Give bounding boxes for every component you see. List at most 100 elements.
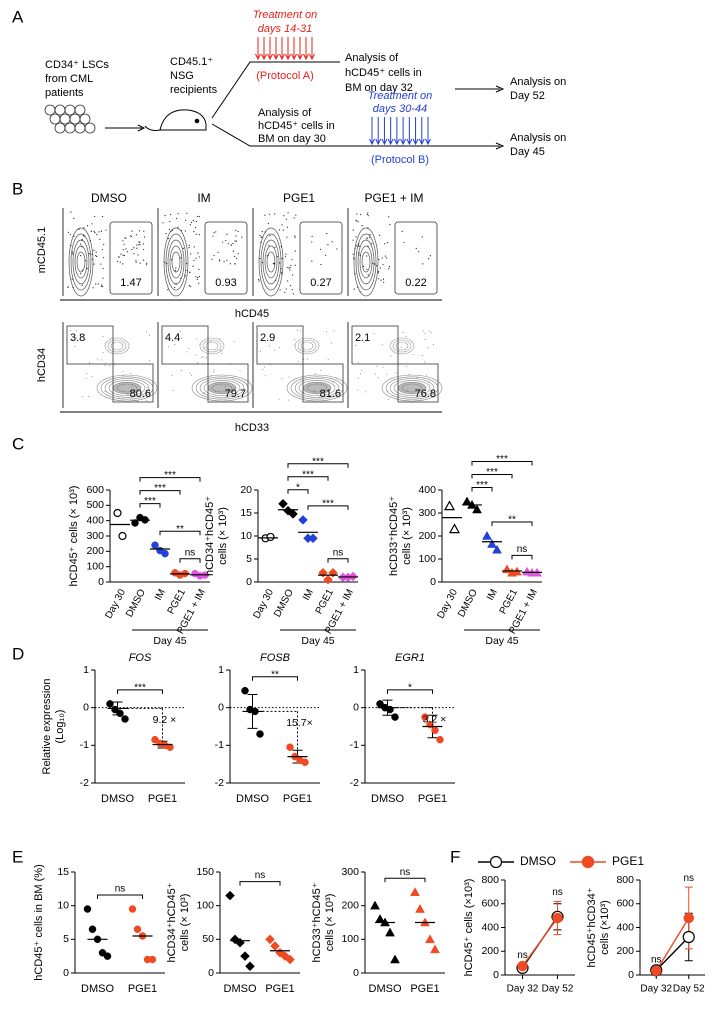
event-dot <box>283 215 285 217</box>
treatment-text: days 30-44 <box>373 103 427 115</box>
event-dot <box>281 224 283 226</box>
y-axis-label: hCD34⁺hCD45⁺ <box>166 882 178 962</box>
event-dot <box>367 227 369 229</box>
event-dot <box>181 369 183 371</box>
event-dot <box>395 372 397 374</box>
data-point <box>131 519 139 527</box>
data-point <box>517 960 528 972</box>
data-point <box>133 925 142 933</box>
event-dot <box>293 217 295 219</box>
y-tick-label: 1 <box>353 664 359 676</box>
event-dot <box>264 366 266 368</box>
event-dot <box>210 375 212 377</box>
density-contour <box>68 227 94 297</box>
event-dot <box>384 255 386 257</box>
event-dot <box>101 284 103 286</box>
y-tick-label: 0 <box>628 969 634 981</box>
density-contour <box>171 251 181 273</box>
condition-label: DMSO <box>91 191 127 205</box>
significance-label: ns <box>651 955 662 966</box>
node-text: patients <box>45 87 84 99</box>
significance-label: *** <box>476 480 488 491</box>
event-dot <box>264 214 266 216</box>
x-tick-label: Day 30 <box>435 587 460 621</box>
gate <box>207 363 249 403</box>
event-dot <box>191 375 193 377</box>
event-dot <box>218 260 221 262</box>
event-dot <box>294 264 296 266</box>
event-dot <box>146 387 148 389</box>
treatment-arrow-head <box>418 138 425 146</box>
node-text: hCD45⁺ cells in <box>258 120 335 132</box>
event-dot <box>195 276 197 278</box>
data-point <box>270 941 280 951</box>
significance-bracket <box>471 461 533 466</box>
density-contour <box>199 378 245 398</box>
protocol-text: (Protocol A) <box>256 70 313 82</box>
event-dot <box>135 234 137 236</box>
event-dot <box>189 271 191 273</box>
event-dot <box>381 257 383 259</box>
significance-label: *** <box>486 467 498 478</box>
event-dot <box>192 265 194 267</box>
event-dot <box>386 257 388 259</box>
fold-label: 15.7× <box>286 717 313 729</box>
event-dot <box>71 278 73 280</box>
cell <box>59 113 71 125</box>
event-dot <box>228 389 230 391</box>
event-dot <box>226 233 228 235</box>
event-dot <box>286 266 288 269</box>
event-dot <box>281 273 283 275</box>
event-dot <box>149 334 151 336</box>
event-dot <box>136 247 138 249</box>
data-point <box>421 713 429 721</box>
event-dot <box>98 231 100 233</box>
event-dot <box>122 263 124 265</box>
event-dot <box>234 263 236 265</box>
event-dot <box>195 220 197 223</box>
axis-label: hCD45 <box>235 308 269 320</box>
event-dot <box>319 248 322 250</box>
significance-bracket <box>139 503 161 508</box>
event-dot <box>86 267 88 270</box>
event-dot <box>81 269 83 271</box>
data-point <box>430 944 440 954</box>
cell <box>64 104 76 116</box>
density-contour <box>163 227 189 297</box>
event-dot <box>186 351 188 353</box>
panel-label: B <box>12 179 23 198</box>
event-dot <box>260 236 262 238</box>
event-dot <box>371 243 373 245</box>
density-contour <box>355 233 377 291</box>
event-dot <box>368 236 371 238</box>
data-point <box>323 574 333 585</box>
arrow-line <box>211 123 500 147</box>
event-dot <box>407 389 409 391</box>
density-contour <box>297 339 317 353</box>
significance-bracket <box>384 877 426 883</box>
event-dot <box>167 289 169 291</box>
density-contour <box>389 378 435 398</box>
event-dot <box>162 222 164 224</box>
node-text: BM on day 30 <box>258 133 326 145</box>
y-tick-label: -1 <box>350 739 359 751</box>
gate-value: 0.93 <box>215 277 236 289</box>
event-dot <box>360 214 362 216</box>
event-dot <box>95 255 97 257</box>
event-dot <box>195 233 197 235</box>
data-point <box>682 930 695 944</box>
group-label: Day 45 <box>153 635 186 647</box>
event-dot <box>390 355 392 357</box>
event-dot <box>366 238 368 240</box>
event-dot <box>190 221 193 224</box>
density-contour <box>260 233 282 291</box>
event-dot <box>379 267 382 269</box>
event-dot <box>421 236 423 238</box>
event-dot <box>146 262 148 265</box>
data-point <box>113 508 122 518</box>
significance-bracket <box>179 558 201 563</box>
density-contour <box>266 251 276 273</box>
event-dot <box>175 283 177 285</box>
event-dot <box>427 258 430 260</box>
event-dot <box>100 230 103 232</box>
